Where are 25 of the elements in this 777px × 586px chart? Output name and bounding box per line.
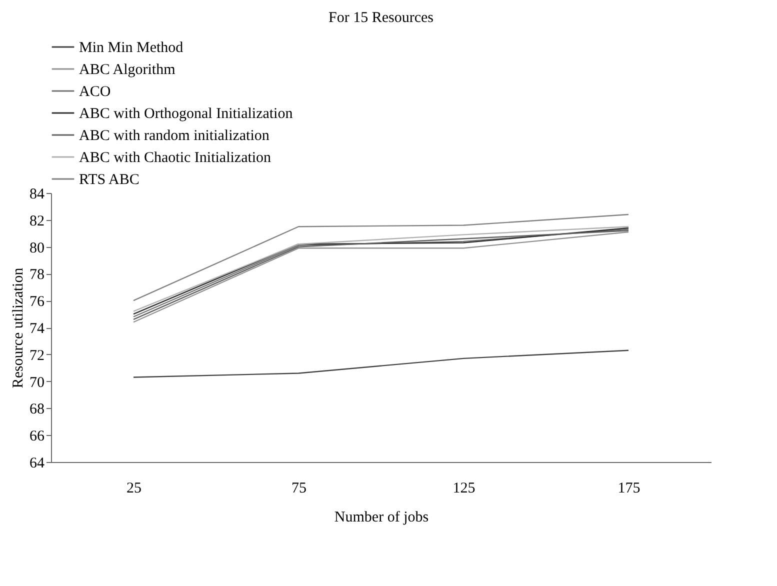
- legend-label: ABC with random initialization: [79, 128, 270, 144]
- y-axis-title: Resource utilization: [10, 267, 26, 388]
- y-tick-label: 82: [30, 213, 44, 230]
- legend-label: ABC with Orthogonal Initialization: [79, 106, 294, 122]
- y-tick-label: 66: [30, 428, 45, 445]
- y-tick-label: 78: [30, 267, 44, 284]
- y-tick-label: 72: [30, 348, 44, 364]
- x-tick-label: 175: [618, 480, 640, 496]
- y-tick-label: 76: [30, 294, 45, 310]
- x-tick-label: 125: [452, 480, 476, 496]
- y-tick-label: 84: [30, 186, 45, 202]
- y-tick-label: 74: [30, 321, 45, 337]
- y-tick-label: 64: [30, 456, 45, 472]
- x-tick-label: 25: [126, 480, 142, 496]
- y-tick-label: 70: [30, 374, 44, 391]
- x-axis-title: Number of jobs: [334, 510, 429, 526]
- legend-label: Min Min Method: [79, 40, 184, 56]
- y-tick-label: 80: [30, 240, 44, 256]
- legend-label: ACO: [79, 84, 111, 100]
- legend-label: ABC with Chaotic Initialization: [79, 150, 272, 166]
- legend-label: RTS ABC: [79, 172, 140, 188]
- chart-title: For 15 Resources: [328, 10, 434, 26]
- x-tick-label: 75: [292, 480, 306, 496]
- legend-label: ABC Algorithm: [79, 62, 176, 78]
- y-tick-label: 68: [30, 402, 44, 418]
